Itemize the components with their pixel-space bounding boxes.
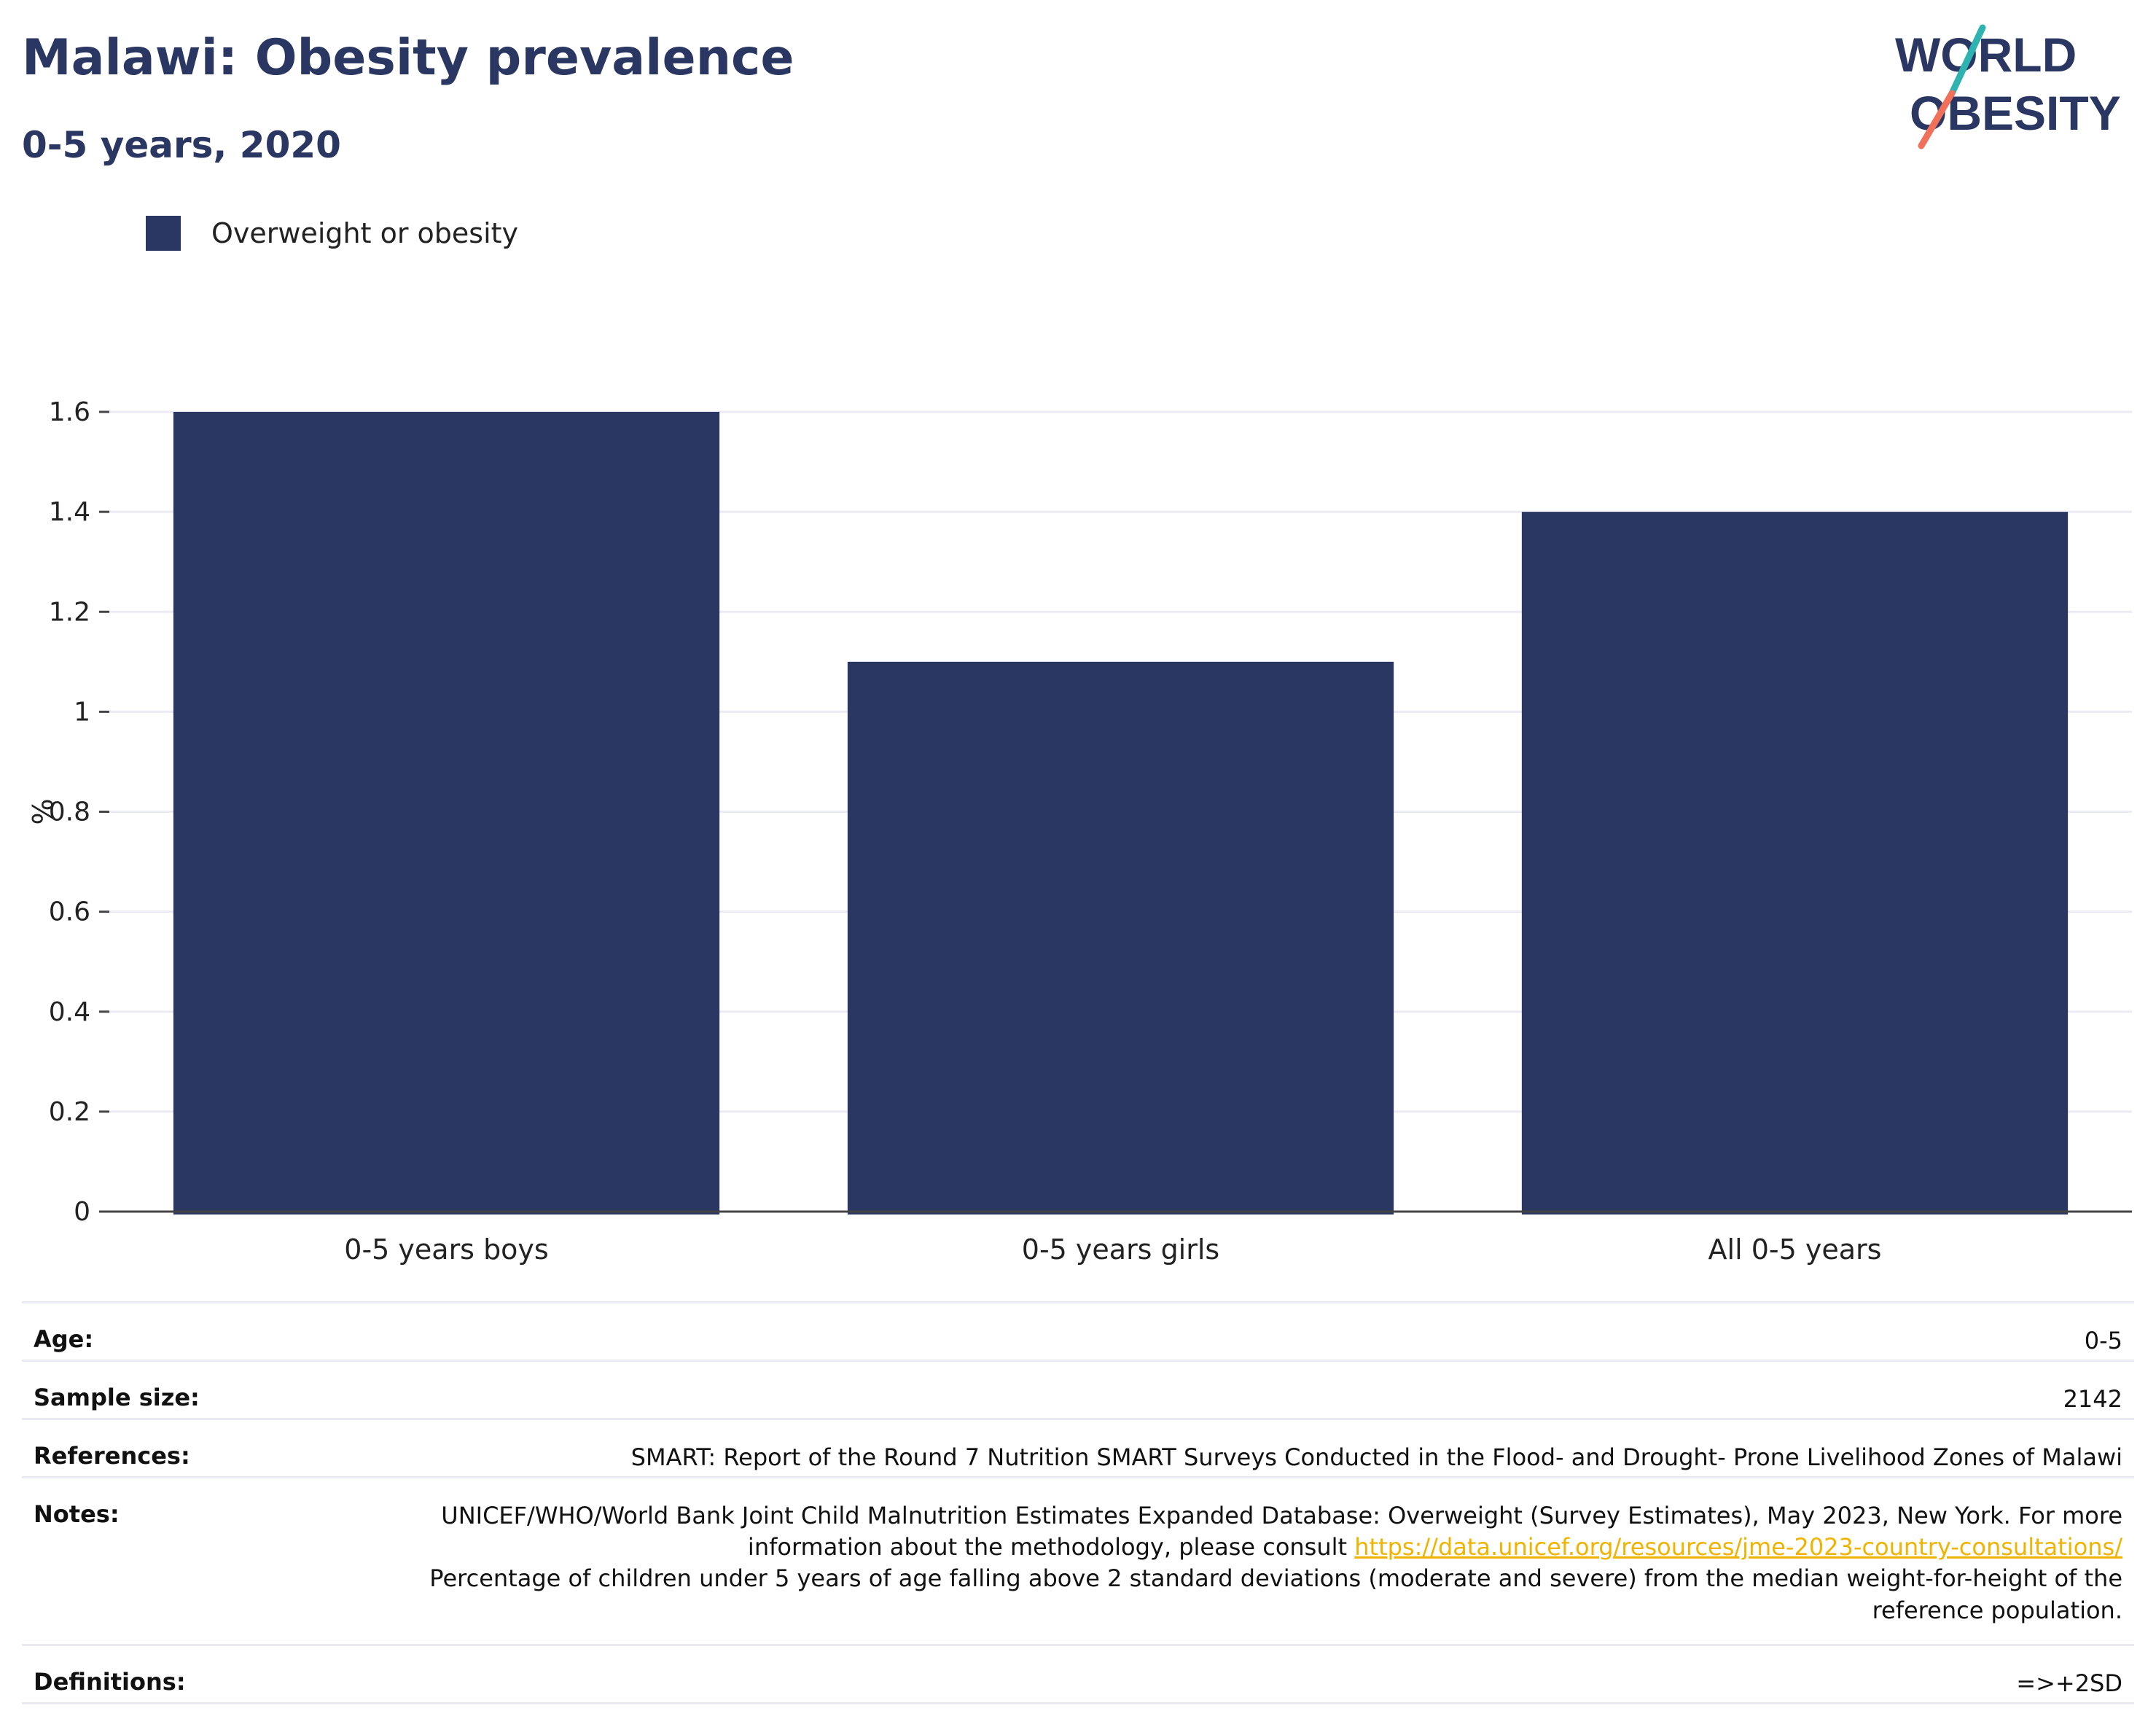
chart-subtitle: 0-5 years, 2020 bbox=[22, 124, 341, 166]
info-row-sample-size: Sample size: 2142 bbox=[22, 1360, 2134, 1419]
legend-swatch bbox=[146, 216, 181, 251]
bar-0-5-years-boys[interactable] bbox=[173, 412, 720, 1214]
notes-text: UNICEF/WHO/World Bank Joint Child Malnut… bbox=[441, 1502, 2122, 1562]
x-tick-label: 0-5 years girls bbox=[1022, 1233, 1219, 1266]
y-axis-label: % bbox=[27, 798, 59, 824]
y-tick-label: 1.4 bbox=[49, 497, 90, 527]
bar-0-5-years-girls[interactable] bbox=[847, 661, 1394, 1214]
references-label: References: bbox=[22, 1418, 351, 1478]
y-tick-label: 1.6 bbox=[49, 397, 90, 427]
references-value: SMART: Report of the Round 7 Nutrition S… bbox=[351, 1418, 2134, 1478]
info-row-notes: Notes: UNICEF/WHO/World Bank Joint Child… bbox=[22, 1476, 2134, 1645]
info-row-references: References: SMART: Report of the Round 7… bbox=[22, 1418, 2134, 1478]
bar-chart: 0 0.2 0.4 0.6 0.8 1 1.2 1.4 1.6% 0-5 years boys 0-… bbox=[27, 397, 2132, 1266]
legend-label: Overweight or obesity bbox=[211, 217, 519, 249]
notes-value: UNICEF/WHO/World Bank Joint Child Malnut… bbox=[351, 1476, 2134, 1645]
info-row-definitions: Definitions: =>+2SD bbox=[22, 1643, 2134, 1704]
notes-label: Notes: bbox=[22, 1476, 351, 1645]
legend[interactable]: Overweight or obesity bbox=[146, 216, 518, 251]
sample-size-label: Sample size: bbox=[22, 1360, 351, 1419]
svg-text:WORLD: WORLD bbox=[1895, 28, 2077, 82]
chart-title: Malawi: Obesity prevalence bbox=[22, 29, 794, 87]
methodology-link[interactable]: https://data.unicef.org/resources/jme-20… bbox=[1354, 1533, 2122, 1562]
y-tick-label: 0.8 bbox=[49, 798, 90, 827]
info-table: Age: 0-5 Sample size: 2142 References: S… bbox=[22, 1301, 2134, 1704]
bar-all-0-5-years[interactable] bbox=[1521, 512, 2069, 1214]
svg-text:OBESITY: OBESITY bbox=[1910, 86, 2121, 140]
x-tick-label: 0-5 years boys bbox=[344, 1233, 548, 1266]
world-obesity-logo: WORLD OBESITY bbox=[1895, 24, 2121, 149]
x-tick-label: All 0-5 years bbox=[1708, 1233, 1882, 1266]
age-label: Age: bbox=[22, 1301, 351, 1361]
sample-size-value: 2142 bbox=[351, 1360, 2134, 1419]
definitions-value: =>+2SD bbox=[351, 1643, 2134, 1704]
info-row-age: Age: 0-5 bbox=[22, 1301, 2134, 1361]
definitions-label: Definitions: bbox=[22, 1643, 351, 1704]
y-tick-label: 0.6 bbox=[49, 897, 90, 927]
y-tick-label: 0.4 bbox=[49, 997, 90, 1027]
notes-definition-text: Percentage of children under 5 years of … bbox=[429, 1564, 2122, 1624]
y-tick-label: 1.2 bbox=[49, 597, 90, 627]
y-tick-label: 0 bbox=[74, 1197, 90, 1227]
y-tick-label: 1 bbox=[74, 697, 90, 727]
age-value: 0-5 bbox=[351, 1301, 2134, 1361]
y-tick-label: 0.2 bbox=[49, 1097, 90, 1127]
